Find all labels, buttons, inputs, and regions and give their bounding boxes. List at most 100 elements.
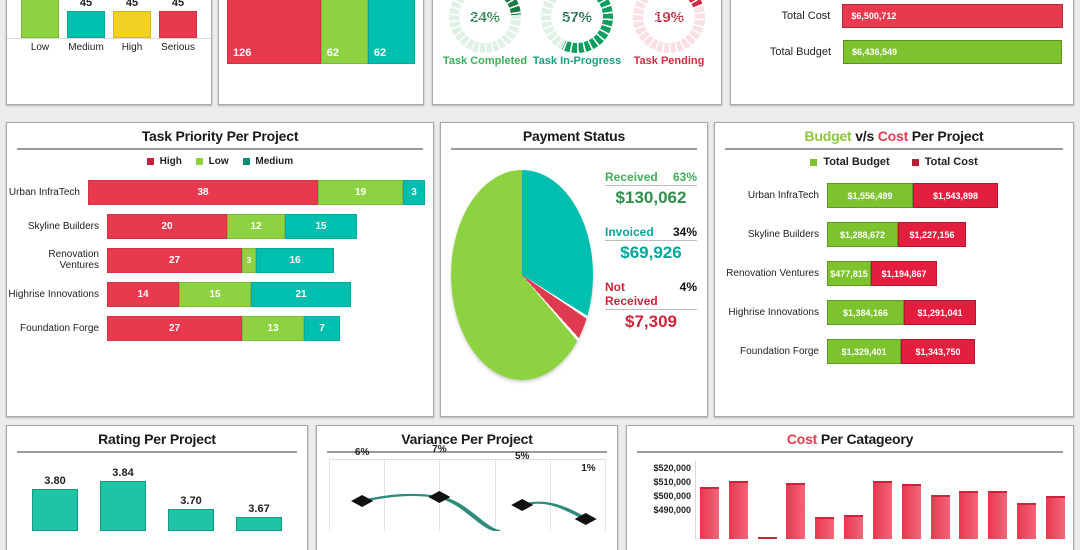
table-row[interactable]: Foundation Forge $1,329,401 $1,343,750 (715, 332, 1073, 371)
cost-category-bars (695, 461, 1065, 539)
stack-segment-low[interactable]: 62 (320, 0, 368, 65)
column-serious[interactable]: 45 (157, 0, 199, 38)
legend-item-total-budget[interactable]: Total Budget (810, 156, 890, 168)
gauge-label: Task In-Progress (532, 55, 622, 67)
bar-budget: $477,815 (827, 261, 871, 287)
column-bar-high (113, 11, 151, 38)
column-high[interactable]: 45 (111, 0, 153, 38)
donut-ring-icon: 24% (449, 0, 521, 53)
cost-bar[interactable] (786, 483, 806, 539)
payment-name: Received (605, 170, 658, 184)
rating-bar-group[interactable]: 3.70 (166, 459, 216, 531)
rating-bar-group[interactable]: 3.80 (30, 459, 80, 531)
legend-item-total-cost[interactable]: Total Cost (911, 156, 978, 169)
stack-segment-high[interactable]: 126 (227, 0, 321, 65)
legend-label: Low (208, 156, 229, 167)
table-row[interactable]: Highrise Innovations 14 15 21 (7, 277, 425, 311)
legend-label: Total Cost (924, 156, 978, 169)
cost-bar[interactable] (1045, 496, 1065, 539)
bar-cost: $1,194,867 (871, 261, 937, 287)
row-label: Skyline Builders (27, 220, 99, 232)
legend-swatch-icon (242, 158, 250, 165)
title-divider (17, 451, 297, 453)
tasks-by-priority-categories: Low Medium High Serious (7, 39, 211, 53)
bar-segment-high: 14 (107, 281, 179, 307)
column-value: 45 (171, 0, 185, 9)
title-divider (17, 148, 423, 150)
cost-budget-row-total-cost[interactable]: Total Cost $6,500,712 (735, 1, 1063, 31)
cost-bar[interactable] (959, 491, 979, 539)
payment-amount: $69,926 (620, 243, 682, 262)
legend-swatch-icon (810, 158, 818, 166)
axis-tick-label: $510,000 (653, 477, 691, 487)
gauge-task-completed[interactable]: 24% Task Completed (439, 0, 531, 67)
segment-value: 62 (326, 47, 339, 60)
legend-item-high[interactable]: High (146, 156, 182, 167)
column-low[interactable]: 93 (19, 0, 61, 38)
rating-columns: 3.80 3.84 3.70 3.67 (7, 459, 307, 531)
row-bars: $1,288,672 $1,227,156 (827, 222, 966, 248)
variance-plot[interactable]: 6% 7% 5% 1% (329, 444, 606, 531)
tasks-by-priority-columns: 93 45 45 45 (7, 0, 211, 39)
bar-segment-high: 20 (107, 213, 227, 239)
pie-chart[interactable] (451, 170, 593, 380)
payment-percent: 34% (672, 225, 697, 239)
rating-bar-group[interactable]: 3.84 (98, 459, 148, 531)
row-label: Foundation Forge (20, 322, 99, 334)
cost-bar[interactable] (1017, 503, 1037, 539)
table-row[interactable]: Highrise Innovations $1,384,166 $1,291,0… (715, 293, 1073, 332)
panel-task-status: 24% Task Completed 57% Task In-Progress … (432, 0, 722, 105)
gauge-label: Task Completed (442, 55, 528, 67)
payment-item-not-received[interactable]: Not Received 4% $7,309 (605, 280, 697, 332)
cost-bar[interactable] (844, 515, 864, 539)
rating-value: 3.70 (180, 495, 202, 507)
stack-segment-medium[interactable]: 62 (367, 0, 416, 65)
table-row[interactable]: Urban InfraTech $1,556,499 $1,543,898 (715, 176, 1073, 215)
cost-bar[interactable] (728, 481, 748, 539)
task-priority-legend: High Low Medium (7, 156, 433, 167)
cost-bar[interactable] (930, 495, 950, 539)
bar-cost: $1,227,156 (898, 222, 966, 248)
row-bars: 14 15 21 (107, 281, 425, 307)
legend-item-medium[interactable]: Medium (242, 156, 293, 167)
panel-priority-split: High Low Medium 126 62 62 (218, 0, 424, 105)
cost-budget-row-total-budget[interactable]: Total Budget $6,436,549 (735, 37, 1063, 67)
row-bars: $1,556,499 $1,543,898 (827, 183, 998, 209)
gauge-percent: 24% (459, 0, 511, 43)
axis-tick-label: $500,000 (653, 491, 691, 501)
table-row[interactable]: Skyline Builders 20 12 15 (7, 209, 425, 243)
payment-item-invoiced[interactable]: Invoiced 34% $69,926 (605, 225, 697, 263)
bar-segment-low: 13 (242, 315, 304, 341)
title-vs-word: v/s (851, 128, 878, 144)
cost-bar[interactable] (988, 491, 1008, 539)
cost-bar[interactable] (757, 537, 777, 539)
table-row[interactable]: Skyline Builders $1,288,672 $1,227,156 (715, 215, 1073, 254)
cost-budget-rows: Total Cost $6,500,712 Total Budget $6,43… (731, 0, 1073, 67)
cost-bar[interactable] (901, 484, 921, 539)
bar-segment-low: 3 (242, 247, 256, 273)
row-label: Skyline Builders (747, 229, 819, 241)
bar-cost: $1,543,898 (913, 183, 998, 209)
table-row[interactable]: Urban InfraTech 38 19 3 (7, 175, 425, 209)
legend-swatch-icon (911, 158, 919, 166)
row-bars: $1,384,166 $1,291,041 (827, 300, 976, 326)
table-row[interactable]: Renovation Ventures 27 3 16 (7, 243, 425, 277)
cost-bar[interactable] (872, 481, 892, 539)
panel-tasks-by-priority: 93 45 45 45 Low Medium High Serious (6, 0, 212, 105)
payment-item-received[interactable]: Received 63% $130,062 (605, 170, 697, 208)
bar-budget: $1,556,499 (827, 183, 913, 209)
gauge-task-pending[interactable]: 19% Task Pending (623, 0, 715, 67)
column-value: 45 (125, 0, 139, 9)
bar-segment-low: 12 (227, 213, 285, 239)
cost-bar[interactable] (700, 487, 719, 539)
cost-bar[interactable] (815, 517, 835, 539)
rating-bar-group[interactable]: 3.67 (234, 459, 284, 531)
table-row[interactable]: Foundation Forge 27 13 7 (7, 311, 425, 345)
table-row[interactable]: Renovation Ventures $477,815 $1,194,867 (715, 254, 1073, 293)
title-divider (451, 148, 697, 150)
variance-point-label: 5% (514, 451, 530, 462)
column-medium[interactable]: 45 (65, 0, 107, 38)
legend-item-low[interactable]: Low (195, 156, 229, 167)
gauge-task-in-progress[interactable]: 57% Task In-Progress (531, 0, 623, 67)
